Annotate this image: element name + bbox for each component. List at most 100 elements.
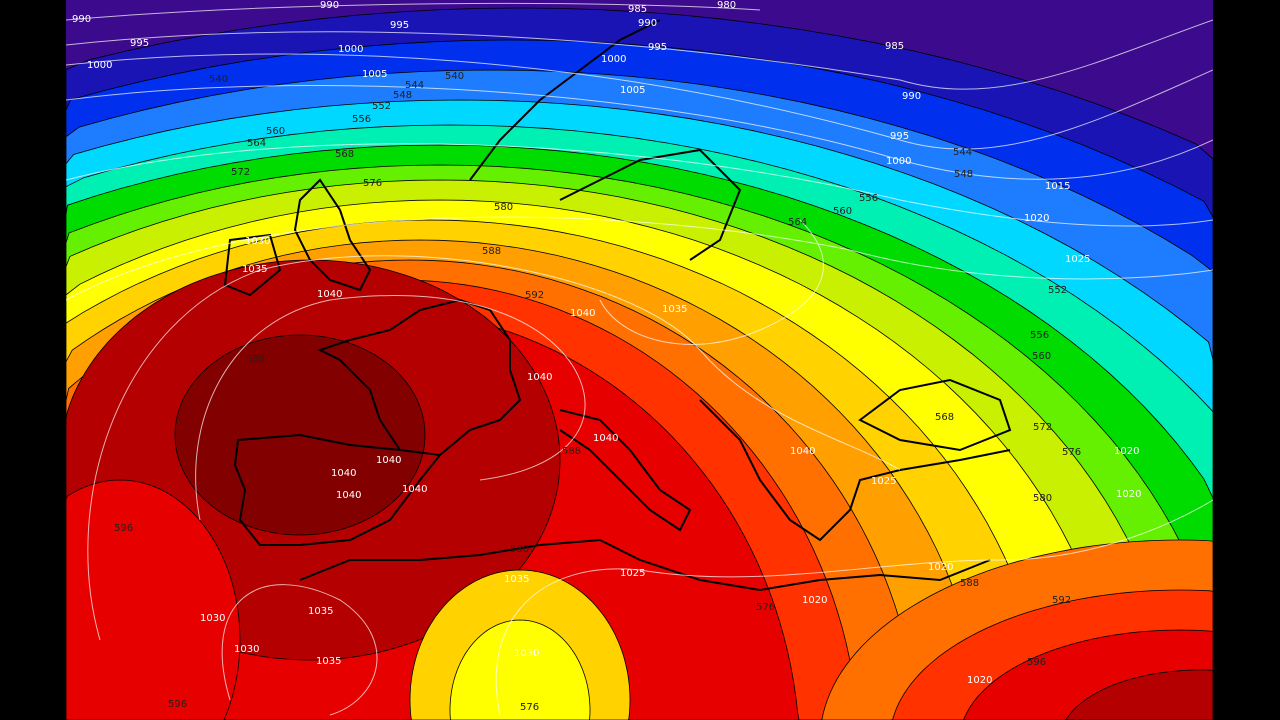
contour-label: 995 (648, 42, 667, 53)
contour-label: 990 (902, 91, 921, 102)
isobar-2 (66, 53, 1213, 150)
contour-label: 596 (1027, 657, 1046, 668)
coastline-scandinavia (469, 19, 742, 261)
contour-label: 1040 (790, 446, 815, 457)
contour-label: 556 (1030, 330, 1049, 341)
contour-label: 1040 (336, 490, 361, 501)
isobar-7 (87, 255, 901, 641)
contour-label: 980 (717, 0, 736, 11)
contour-label: 1040 (570, 308, 595, 319)
contour-label: 985 (885, 41, 904, 52)
contour-label: 1040 (317, 289, 342, 300)
contour-label: 1030 (200, 613, 225, 624)
contour-label: 1040 (402, 484, 427, 495)
band-extra-4 (66, 479, 241, 720)
contour-label: 560 (833, 206, 852, 217)
weather-map: 990 995 1000 990 995 1000 1005 540 540 544 548 552 5… (66, 0, 1213, 720)
contour-label: 995 (390, 20, 409, 31)
contour-label: 1020 (1116, 489, 1141, 500)
isobar-1 (66, 19, 1213, 90)
contour-label: 572 (1033, 422, 1052, 433)
contour-label: 540 (445, 71, 464, 82)
isobar-10 (599, 219, 824, 345)
contour-label: 1035 (242, 264, 267, 275)
contour-label: 990 (320, 0, 339, 11)
contour-label: 1040 (593, 433, 618, 444)
contour-label: 1000 (601, 54, 626, 65)
contour-label: 995 (890, 131, 909, 142)
contour-label: 1020 (1114, 446, 1139, 457)
isobar-3 (66, 85, 1213, 180)
contour-label: 1025 (871, 476, 896, 487)
contour-label: 1020 (802, 595, 827, 606)
contour-label: 1030 (514, 648, 539, 659)
contour-label: 1020 (928, 562, 953, 573)
band-extra-3 (1060, 669, 1213, 720)
contour-label: 560 (1032, 351, 1051, 362)
contour-label: 1020 (1024, 213, 1049, 224)
contour-label: 576 (756, 602, 775, 613)
contour-label: 592 (525, 290, 544, 301)
height-bands (66, 0, 1213, 720)
contour-label: 1040 (527, 372, 552, 383)
coastline-balkans (699, 399, 1011, 542)
contour-label: 580 (494, 202, 513, 213)
contour-label: 1000 (338, 44, 363, 55)
contour-label: 592 (1052, 595, 1071, 606)
contour-label: 552 (1048, 285, 1067, 296)
contour-label: 596 (168, 699, 187, 710)
coastline-italy (559, 409, 692, 532)
isobar-5 (66, 216, 1213, 301)
contour-label: 1000 (87, 60, 112, 71)
contour-label: 1035 (316, 656, 341, 667)
contour-label: 556 (352, 114, 371, 125)
contour-label: 576 (363, 178, 382, 189)
contour-label: 576 (1062, 447, 1081, 458)
sahara-band-1 (449, 619, 591, 720)
contour-label: 1000 (886, 156, 911, 167)
contour-label: 1030 (234, 644, 259, 655)
contour-label: 568 (335, 149, 354, 160)
contour-label: 588 (482, 246, 501, 257)
coastline-iberia (233, 433, 442, 546)
contour-label: 1035 (504, 574, 529, 585)
contour-label: 1005 (620, 85, 645, 96)
pressure-isobars (66, 2, 1213, 716)
coastline-france (317, 298, 522, 456)
contour-label: 544 (405, 80, 424, 91)
contour-label: 588 (960, 578, 979, 589)
contour-label: 995 (130, 38, 149, 49)
contour-label: 990 (638, 18, 657, 29)
contour-label: 548 (954, 169, 973, 180)
contour-label: 580 (510, 544, 529, 555)
isobar-4 (66, 143, 1213, 227)
contour-label: 1035 (308, 606, 333, 617)
contour-label: 572 (231, 167, 250, 178)
contour-label: 1035 (662, 304, 687, 315)
contour-label: 588 (562, 446, 581, 457)
contour-label: 564 (788, 217, 807, 228)
contour-label: 1025 (620, 568, 645, 579)
contour-label: 564 (247, 138, 266, 149)
contour-label: 556 (859, 193, 878, 204)
contour-label: 580 (1033, 493, 1052, 504)
contour-label: 568 (935, 412, 954, 423)
contour-label: 548 (393, 90, 412, 101)
coastlines (223, 19, 1012, 592)
contour-label: 1025 (1065, 254, 1090, 265)
contour-label: 1040 (376, 455, 401, 466)
contour-label: 588 (246, 354, 265, 365)
contour-label: 552 (372, 101, 391, 112)
contour-label: 576 (520, 702, 539, 713)
coastline-black-sea (858, 378, 1012, 452)
contour-label: 1030 (245, 236, 270, 247)
contour-label: 540 (209, 74, 228, 85)
contour-label: 560 (266, 126, 285, 137)
contour-label: 1040 (331, 468, 356, 479)
contour-label: 1015 (1045, 181, 1070, 192)
contour-label: 596 (114, 523, 133, 534)
isobar-8 (221, 584, 378, 716)
coastline-north-africa (299, 538, 991, 592)
contour-label: 990 (72, 14, 91, 25)
isobar-6 (195, 295, 586, 521)
